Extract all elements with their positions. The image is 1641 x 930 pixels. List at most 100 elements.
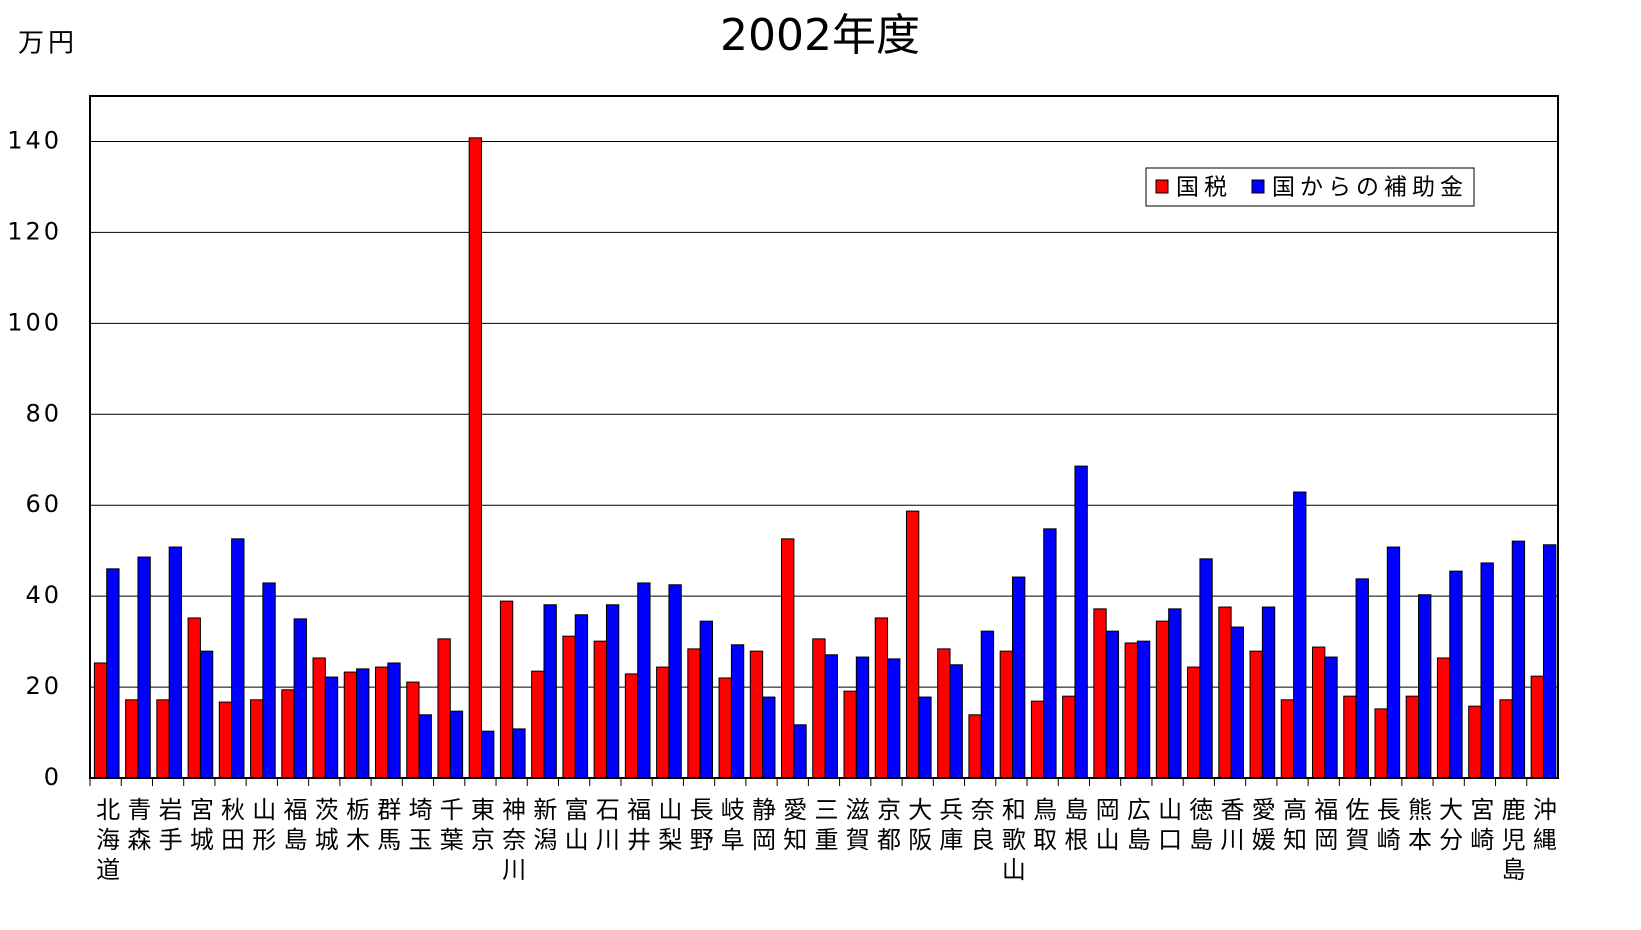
bar [93, 662, 108, 779]
bar [1324, 656, 1338, 779]
x-tick-label: 島根 [1060, 797, 1088, 857]
bar [624, 673, 639, 779]
y-tick-label: 100 [7, 308, 62, 336]
bar [812, 638, 826, 779]
bar [106, 568, 120, 779]
bar [1449, 570, 1463, 779]
x-tick-label: 福島 [279, 797, 307, 857]
x-tick-label: 長野 [685, 797, 713, 857]
x-tick-label: 静岡 [748, 797, 776, 857]
bar [312, 657, 326, 779]
x-tick-label: 奈良 [966, 797, 994, 857]
bar [1374, 708, 1388, 779]
x-tick-label: 神奈川 [498, 797, 526, 887]
bar [1105, 630, 1120, 779]
x-tick-label: 石川 [591, 797, 619, 857]
bar [187, 617, 201, 779]
bar [1062, 695, 1076, 779]
bar [1468, 705, 1482, 779]
x-tick-label: 岡山 [1091, 797, 1119, 857]
bar [793, 724, 807, 779]
y-tick-label: 0 [44, 763, 62, 791]
bar [1168, 608, 1182, 779]
bar [1124, 642, 1138, 779]
bar [1230, 626, 1244, 779]
x-tick-label: 愛知 [779, 797, 807, 857]
y-tick-label: 120 [7, 217, 62, 245]
x-tick-label: 香川 [1216, 797, 1244, 857]
x-tick-label: 富山 [560, 797, 588, 857]
bar [1011, 576, 1026, 779]
bar [699, 620, 713, 779]
x-tick-label: 熊本 [1403, 797, 1431, 857]
bar [980, 630, 995, 779]
bar [231, 538, 245, 779]
bar [262, 582, 276, 779]
x-tick-label: 東京 [466, 797, 494, 857]
bar [749, 650, 764, 779]
bar [199, 650, 214, 779]
x-tick-label: 青森 [123, 797, 151, 857]
bar [887, 658, 901, 779]
bar [499, 600, 514, 779]
bar [949, 664, 963, 779]
x-tick-label: 宮崎 [1466, 797, 1494, 857]
bar [781, 538, 795, 779]
bar [1074, 465, 1088, 779]
x-tick-label: 宮城 [185, 797, 213, 857]
x-tick-label: 岩手 [154, 797, 182, 857]
x-tick-label: 大分 [1435, 797, 1463, 857]
bar [1261, 606, 1276, 779]
bar [687, 648, 701, 779]
x-tick-label: 三重 [810, 797, 838, 857]
x-tick-label: 北海道 [92, 797, 120, 887]
bar [824, 654, 838, 779]
x-tick-label: 佐賀 [1341, 797, 1369, 857]
x-tick-label: 山口 [1154, 797, 1182, 857]
legend-box [1145, 167, 1475, 207]
x-tick-label: 京都 [872, 797, 900, 857]
bar [874, 617, 889, 779]
legend-swatch [1155, 179, 1169, 194]
bar [406, 681, 420, 779]
bar [762, 696, 776, 779]
bar [937, 648, 951, 779]
bar [562, 635, 576, 779]
bar [1530, 675, 1544, 779]
bar [1386, 546, 1401, 779]
bar [437, 638, 451, 779]
bar [1542, 544, 1557, 779]
x-tick-label: 高知 [1279, 797, 1307, 857]
x-tick-label: 沖縄 [1528, 797, 1556, 857]
x-tick-label: 岐阜 [716, 797, 744, 857]
bar [1187, 666, 1201, 779]
x-tick-label: 福岡 [1310, 797, 1338, 857]
x-tick-label: 愛媛 [1247, 797, 1275, 857]
x-tick-label: 兵庫 [935, 797, 963, 857]
x-tick-label: 大阪 [904, 797, 932, 857]
bar [1312, 646, 1326, 779]
x-tick-label: 鹿児島 [1497, 797, 1525, 887]
bar [1436, 657, 1451, 779]
bar [656, 666, 670, 779]
legend-swatch [1251, 179, 1265, 194]
bar [343, 671, 358, 779]
x-tick-label: 長崎 [1372, 797, 1400, 857]
bar [730, 644, 745, 779]
y-tick-label: 20 [25, 672, 62, 700]
bar [1405, 695, 1420, 779]
bar [918, 696, 932, 779]
bar [1343, 695, 1357, 779]
x-tick-label: 秋田 [217, 797, 245, 857]
x-tick-label: 福井 [623, 797, 651, 857]
bar [468, 137, 483, 779]
bar [1043, 528, 1057, 779]
bar [1136, 640, 1151, 779]
y-tick-label: 80 [25, 399, 62, 427]
bar [418, 714, 432, 779]
bar [1418, 594, 1432, 779]
bar [1499, 699, 1513, 779]
bar [1511, 540, 1526, 779]
x-tick-label: 新潟 [529, 797, 557, 857]
